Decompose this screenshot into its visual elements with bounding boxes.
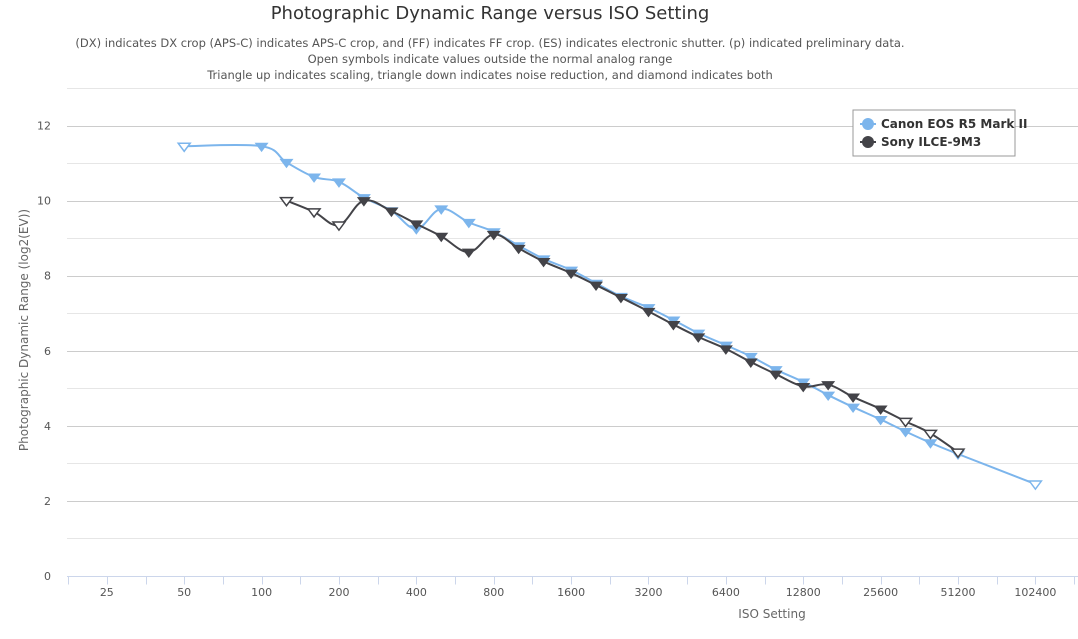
x-tick-label: 102400 xyxy=(1014,586,1056,599)
x-tick-label: 800 xyxy=(483,586,504,599)
y-tick-label: 10 xyxy=(37,195,51,208)
data-point[interactable] xyxy=(898,428,913,438)
x-tick-label: 6400 xyxy=(712,586,740,599)
data-point[interactable] xyxy=(356,197,371,207)
legend-box xyxy=(852,109,1016,157)
x-tick-label: 25 xyxy=(100,586,114,599)
data-point[interactable] xyxy=(434,205,449,215)
data-point[interactable] xyxy=(898,417,914,428)
data-point[interactable] xyxy=(434,232,449,243)
x-tick-label: 100 xyxy=(251,586,272,599)
data-point[interactable] xyxy=(796,382,811,393)
x-tick-label: 1600 xyxy=(557,586,585,599)
data-point[interactable] xyxy=(873,415,888,426)
data-point[interactable] xyxy=(666,321,681,331)
data-point[interactable] xyxy=(409,220,424,230)
data-point[interactable] xyxy=(691,333,706,343)
series-line[interactable] xyxy=(285,199,959,454)
data-point[interactable] xyxy=(743,352,758,363)
y-tick-label: 6 xyxy=(44,345,51,358)
data-point[interactable] xyxy=(254,142,269,153)
data-point[interactable] xyxy=(307,173,322,183)
chart-title: Photographic Dynamic Range versus ISO Se… xyxy=(271,3,710,24)
chart-subtitle-line-1: (DX) indicates DX crop (APS-C) indicates… xyxy=(75,36,904,50)
x-tick-label: 3200 xyxy=(634,586,662,599)
data-point[interactable] xyxy=(461,248,476,259)
data-point[interactable] xyxy=(641,307,656,318)
data-point[interactable] xyxy=(279,196,294,208)
data-point[interactable] xyxy=(873,405,888,415)
x-axis-title: ISO Setting xyxy=(738,607,805,621)
data-point[interactable] xyxy=(821,381,836,391)
data-point[interactable] xyxy=(331,221,347,232)
data-point[interactable] xyxy=(768,370,783,381)
y-tick-label: 2 xyxy=(44,495,51,508)
data-point[interactable] xyxy=(718,345,733,355)
legend-label[interactable]: Canon EOS R5 Mark II xyxy=(881,117,1027,131)
data-point[interactable] xyxy=(176,142,192,153)
data-point[interactable] xyxy=(306,208,322,219)
x-tick-label: 51200 xyxy=(941,586,976,599)
series-0[interactable] xyxy=(176,142,1043,491)
x-tick-label: 200 xyxy=(328,586,349,599)
data-point[interactable] xyxy=(564,269,579,280)
data-point[interactable] xyxy=(613,293,628,304)
data-point[interactable] xyxy=(384,207,399,218)
y-tick-label: 12 xyxy=(37,120,51,133)
y-axis-title: Photographic Dynamic Range (log2(EV)) xyxy=(17,209,31,451)
data-point[interactable] xyxy=(589,281,604,292)
data-point[interactable] xyxy=(331,178,346,188)
data-point[interactable] xyxy=(536,257,551,268)
data-point[interactable] xyxy=(846,403,861,414)
x-tick-label: 400 xyxy=(406,586,427,599)
data-point[interactable] xyxy=(846,393,861,403)
x-tick-label: 12800 xyxy=(786,586,821,599)
y-tick-label: 8 xyxy=(44,270,51,283)
data-point[interactable] xyxy=(743,358,758,369)
data-point[interactable] xyxy=(486,230,501,241)
data-point[interactable] xyxy=(511,244,526,255)
data-point[interactable] xyxy=(461,218,476,229)
data-point[interactable] xyxy=(923,439,938,449)
legend-symbol xyxy=(862,118,874,130)
legend-label[interactable]: Sony ILCE-9M3 xyxy=(881,135,981,149)
grid-lines xyxy=(67,88,1078,539)
x-tick-label: 50 xyxy=(177,586,191,599)
chart-legend[interactable]: Canon EOS R5 Mark II Sony ILCE-9M3 xyxy=(852,109,1027,157)
data-point[interactable] xyxy=(922,429,938,440)
data-point[interactable] xyxy=(279,158,294,169)
series-layer xyxy=(176,142,1043,491)
data-point[interactable] xyxy=(950,448,966,459)
chart-subtitle-line-2: Open symbols indicate values outside the… xyxy=(308,52,673,66)
axes: 0 2 4 6 8 10 12 25 50 100 200 400 800 1600 3200 6400 128… xyxy=(37,120,1078,599)
y-tick-label: 4 xyxy=(44,420,51,433)
series-1[interactable] xyxy=(279,196,966,459)
x-tick-label: 25600 xyxy=(863,586,898,599)
legend-symbol xyxy=(862,136,874,148)
data-point[interactable] xyxy=(821,391,836,402)
y-tick-label: 0 xyxy=(44,570,51,583)
data-point[interactable] xyxy=(1027,480,1043,491)
chart-subtitle-line-3: Triangle up indicates scaling, triangle … xyxy=(206,68,773,82)
